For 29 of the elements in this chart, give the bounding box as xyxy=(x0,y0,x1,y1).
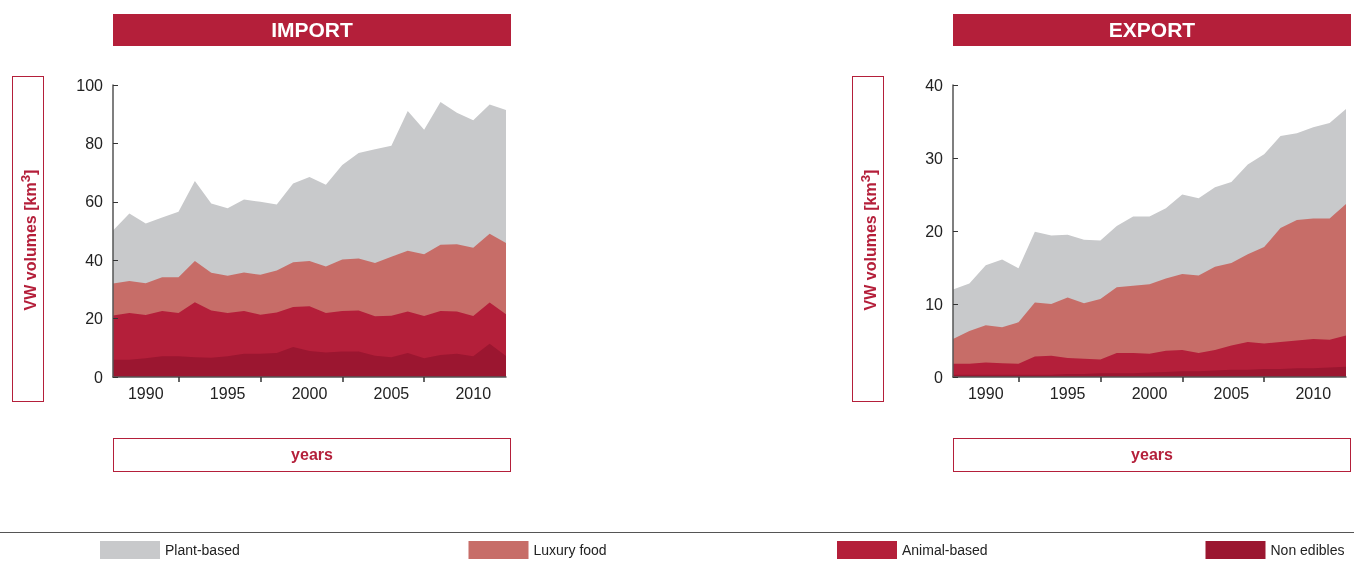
legend-label: Plant-based xyxy=(165,542,240,558)
x-tick-label: 2000 xyxy=(291,384,328,402)
x-tick-label: 1990 xyxy=(967,384,1004,402)
x-tick-label: 2005 xyxy=(1213,384,1250,402)
x-tick-label: 1995 xyxy=(209,384,246,402)
x-tick-label: 2005 xyxy=(373,384,410,402)
x-tick-label: 2010 xyxy=(455,384,492,402)
x-tick-label: 1990 xyxy=(127,384,164,402)
x-tick-label: 2010 xyxy=(1295,384,1332,402)
y-tick-label: 20 xyxy=(925,222,944,240)
y-tick-label: 20 xyxy=(85,310,104,328)
y-tick-label: 40 xyxy=(925,76,944,94)
x-tick-label: 1995 xyxy=(1049,384,1086,402)
y-tick-label: 10 xyxy=(925,295,944,313)
x-tick-label: 2000 xyxy=(1131,384,1168,402)
y-tick-label: 0 xyxy=(934,368,944,386)
y-tick-label: 100 xyxy=(76,76,104,94)
y-tick-label: 40 xyxy=(85,251,104,269)
x-axis-title: years xyxy=(953,438,1351,472)
x-axis-title: years xyxy=(113,438,511,472)
y-tick-label: 30 xyxy=(925,149,944,167)
legend-label: Animal-based xyxy=(902,542,988,558)
y-tick-label: 0 xyxy=(94,368,104,386)
chart-title: EXPORT xyxy=(953,14,1351,46)
legend-label: Luxury food xyxy=(533,542,607,558)
y-tick-label: 60 xyxy=(85,193,104,211)
chart-title: IMPORT xyxy=(113,14,511,46)
legend-label: Non edibles xyxy=(1270,542,1345,558)
y-tick-label: 80 xyxy=(85,134,104,152)
